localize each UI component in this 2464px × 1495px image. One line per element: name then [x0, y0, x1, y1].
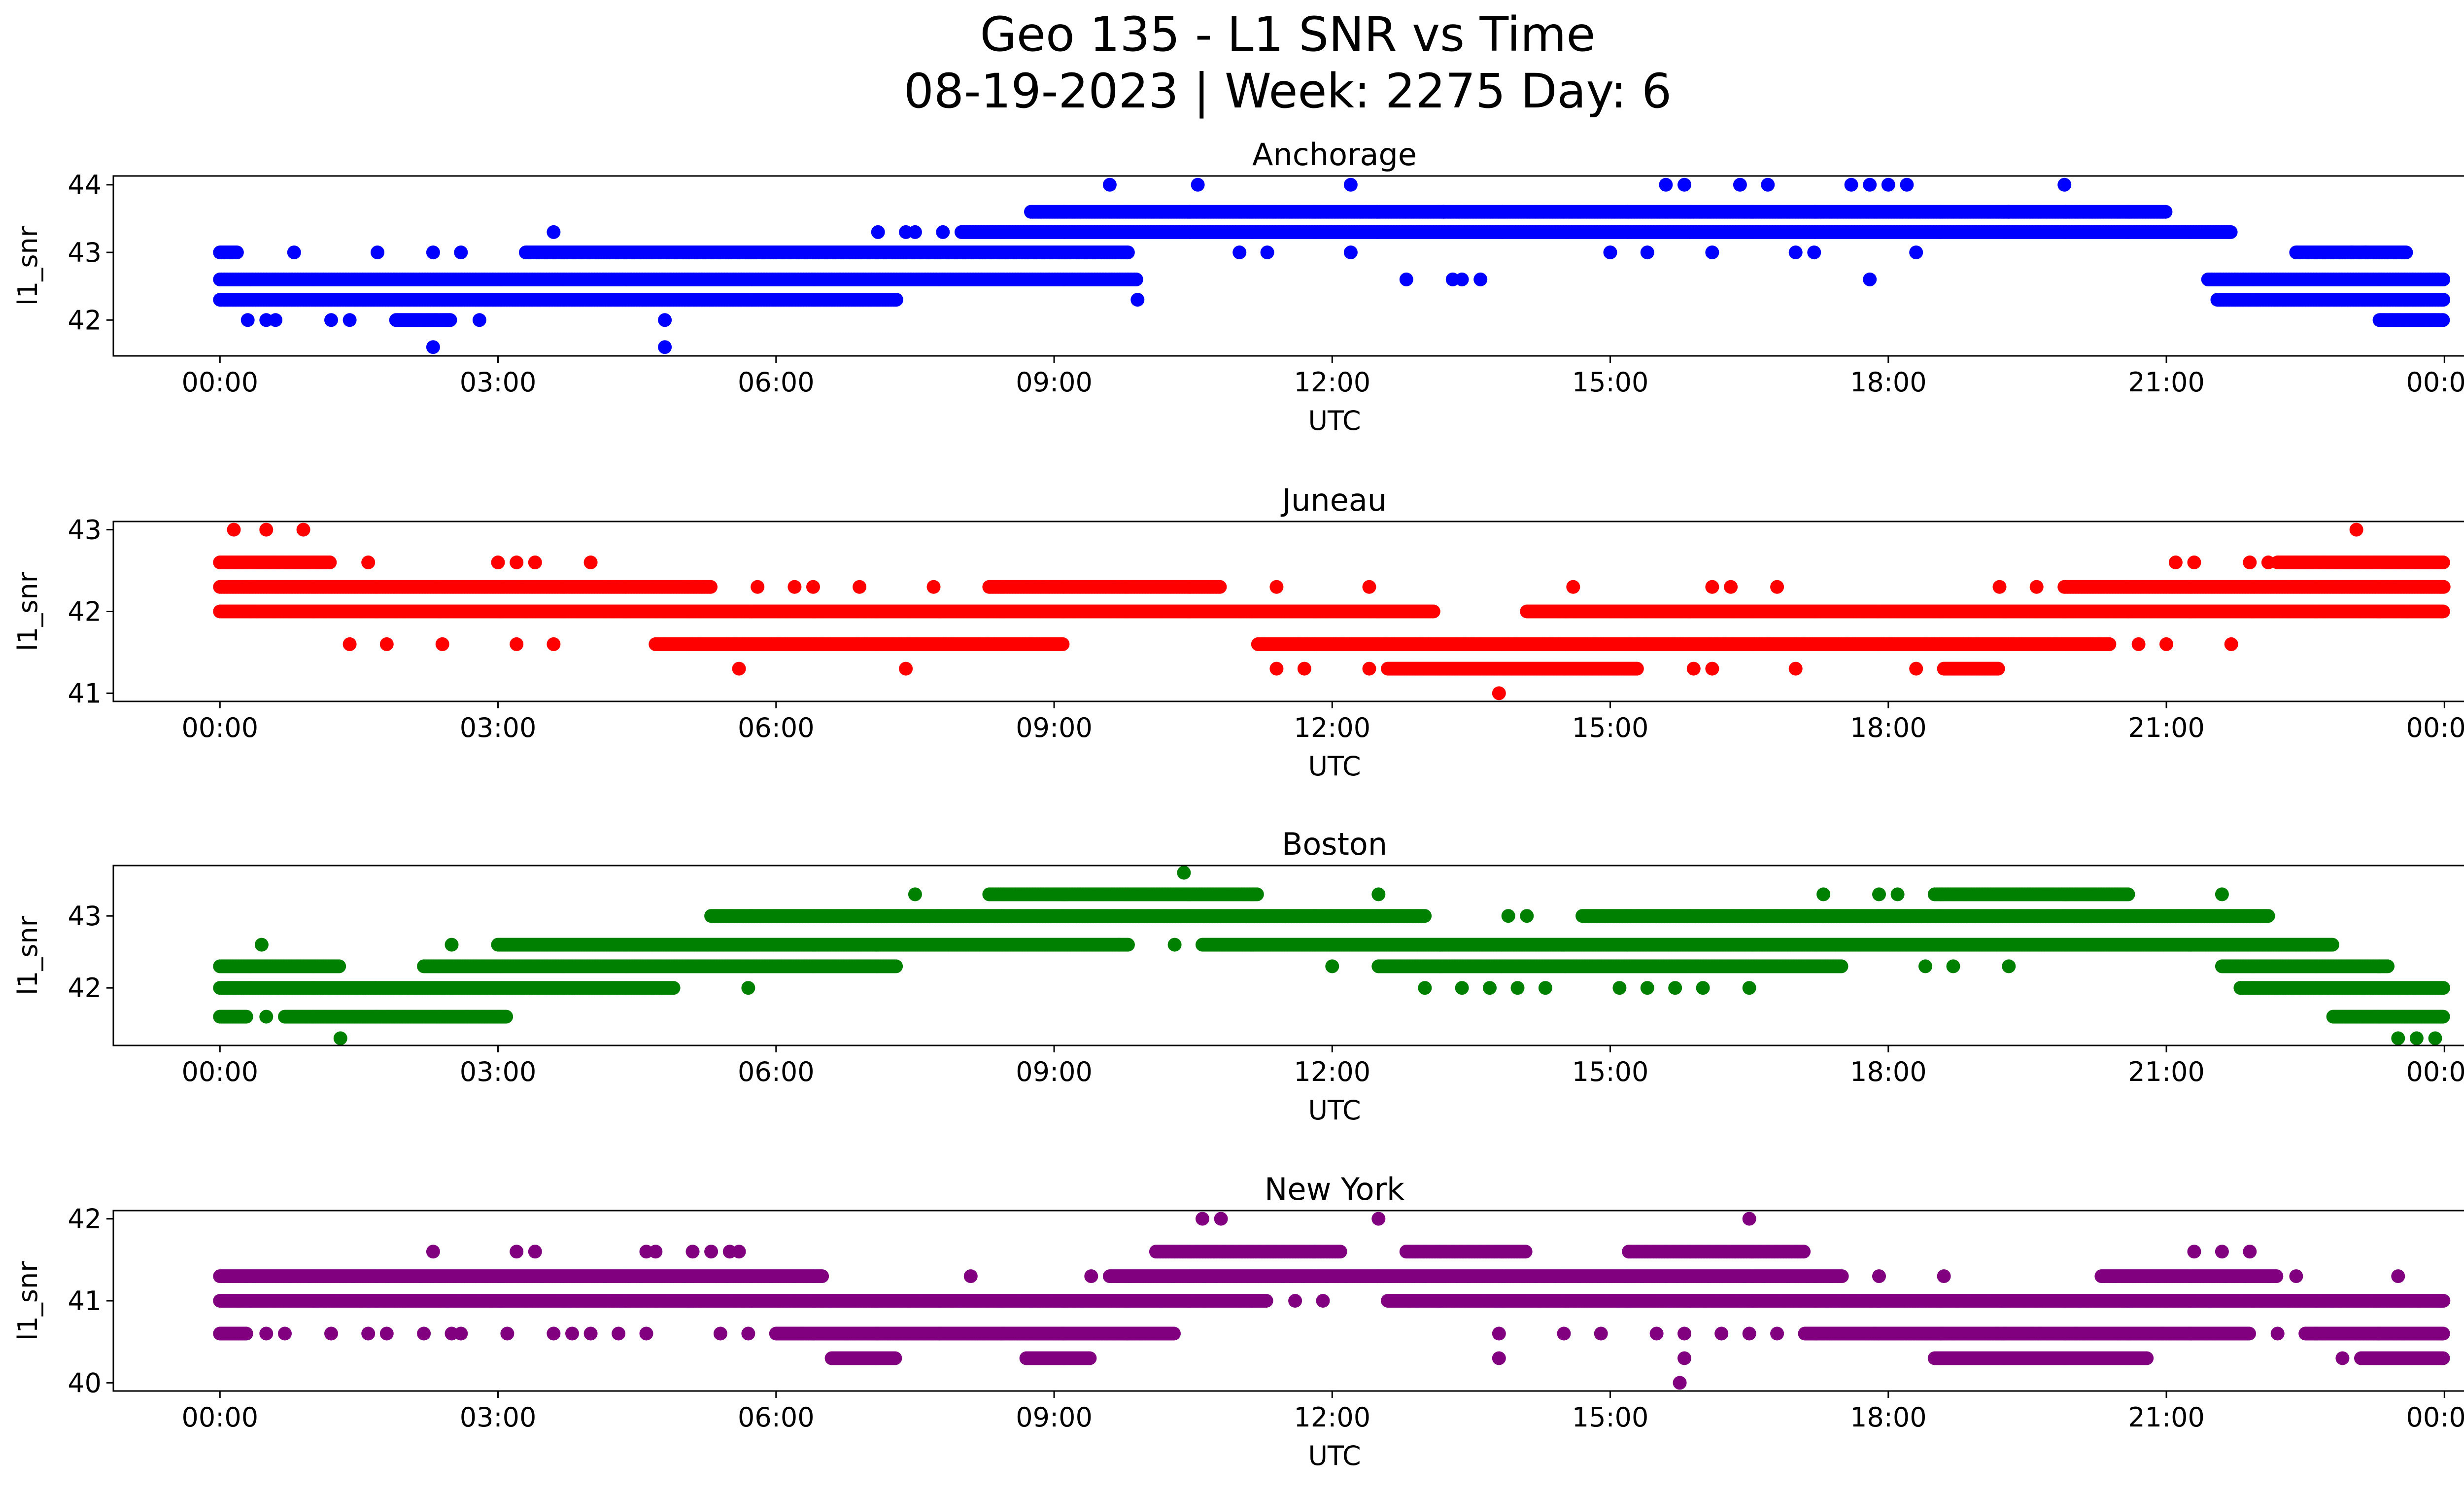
data-point	[1232, 245, 1247, 260]
data-point	[1129, 272, 1143, 286]
data-point	[1121, 245, 1135, 260]
y-tick-label: 43	[68, 237, 102, 268]
y-tick-label: 44	[68, 170, 102, 201]
data-point	[547, 225, 561, 239]
data-point	[2359, 245, 2373, 260]
data-point	[1863, 177, 1877, 192]
data-point	[1881, 177, 1895, 192]
data-point	[371, 245, 384, 260]
x-tick-label: 09:00	[1016, 367, 1093, 398]
data-point	[1640, 245, 1654, 260]
data-point	[1603, 245, 1617, 260]
data-point	[1677, 177, 1691, 192]
data-point	[2345, 245, 2359, 260]
data-point	[443, 313, 457, 327]
data-point	[2436, 580, 2451, 594]
y-tick-label: 42	[68, 305, 102, 336]
data-point	[324, 313, 338, 327]
data-point	[426, 340, 440, 354]
data-point	[472, 313, 486, 327]
data-point	[1213, 580, 1227, 594]
data-point	[658, 313, 672, 327]
x-axis-label: UTC	[1308, 405, 1361, 436]
data-point	[1473, 272, 1488, 286]
data-point	[1761, 177, 1775, 192]
data-point	[2399, 245, 2413, 260]
data-point	[2436, 272, 2451, 286]
subplot-title: Juneau	[1280, 482, 1387, 518]
figure-title-line1: Geo 135 - L1 SNR vs Time	[980, 7, 1596, 62]
data-point	[454, 245, 468, 260]
data-point	[426, 245, 440, 260]
data-point	[1455, 272, 1469, 286]
data-point	[889, 293, 903, 307]
x-tick-label: 03:00	[460, 367, 537, 398]
x-tick-label: 00:00	[2406, 367, 2464, 398]
data-point	[704, 580, 718, 594]
data-point	[230, 245, 244, 260]
data-point	[908, 225, 922, 239]
data-point	[2002, 205, 2016, 219]
data-point	[240, 313, 255, 327]
data-point	[2057, 177, 2072, 192]
data-point	[1260, 245, 1274, 260]
x-tick-label: 12:00	[1294, 367, 1370, 398]
x-tick-label: 06:00	[738, 367, 815, 398]
data-point	[1130, 293, 1145, 307]
data-point	[1807, 245, 1821, 260]
subplot-title: Anchorage	[1252, 137, 1417, 173]
data-point	[342, 313, 357, 327]
scatter-series	[213, 177, 2451, 354]
data-point	[2436, 313, 2450, 327]
data-point	[287, 245, 301, 260]
data-point	[1733, 177, 1747, 192]
data-point	[936, 225, 950, 239]
data-point	[2224, 225, 2238, 239]
data-point	[1343, 245, 1358, 260]
data-point	[2158, 205, 2173, 219]
x-tick-label: 15:00	[1572, 367, 1649, 398]
data-point	[1705, 245, 1719, 260]
figure-title-line2: 08-19-2023 | Week: 2275 Day: 6	[904, 64, 1672, 119]
data-point	[1191, 177, 1205, 192]
subplots: Anchorage 00:00 03:00 06:00 09:00 12:00 15:00 1…	[12, 137, 2464, 1471]
data-point	[1659, 177, 1673, 192]
data-point	[871, 225, 885, 239]
data-point	[1788, 245, 1803, 260]
data-point	[323, 556, 337, 569]
data-point	[1909, 245, 1923, 260]
data-point	[1863, 272, 1877, 286]
data-point	[1343, 177, 1358, 192]
data-point	[269, 313, 283, 327]
data-point	[2436, 293, 2451, 307]
data-point	[2436, 556, 2450, 569]
x-tick-label: 21:00	[2128, 367, 2205, 398]
data-point	[1844, 177, 1858, 192]
x-tick-label: 18:00	[1850, 367, 1927, 398]
data-point	[1399, 272, 1413, 286]
data-point	[1102, 177, 1117, 192]
data-point	[1437, 205, 1450, 219]
data-point	[1900, 177, 1914, 192]
data-point	[658, 340, 672, 354]
x-tick-label: 00:00	[181, 367, 258, 398]
y-axis-label: l1_snr	[12, 226, 43, 306]
subplot-anchorage: Anchorage 00:00 03:00 06:00 09:00 12:00 15:00 1…	[12, 137, 2464, 436]
